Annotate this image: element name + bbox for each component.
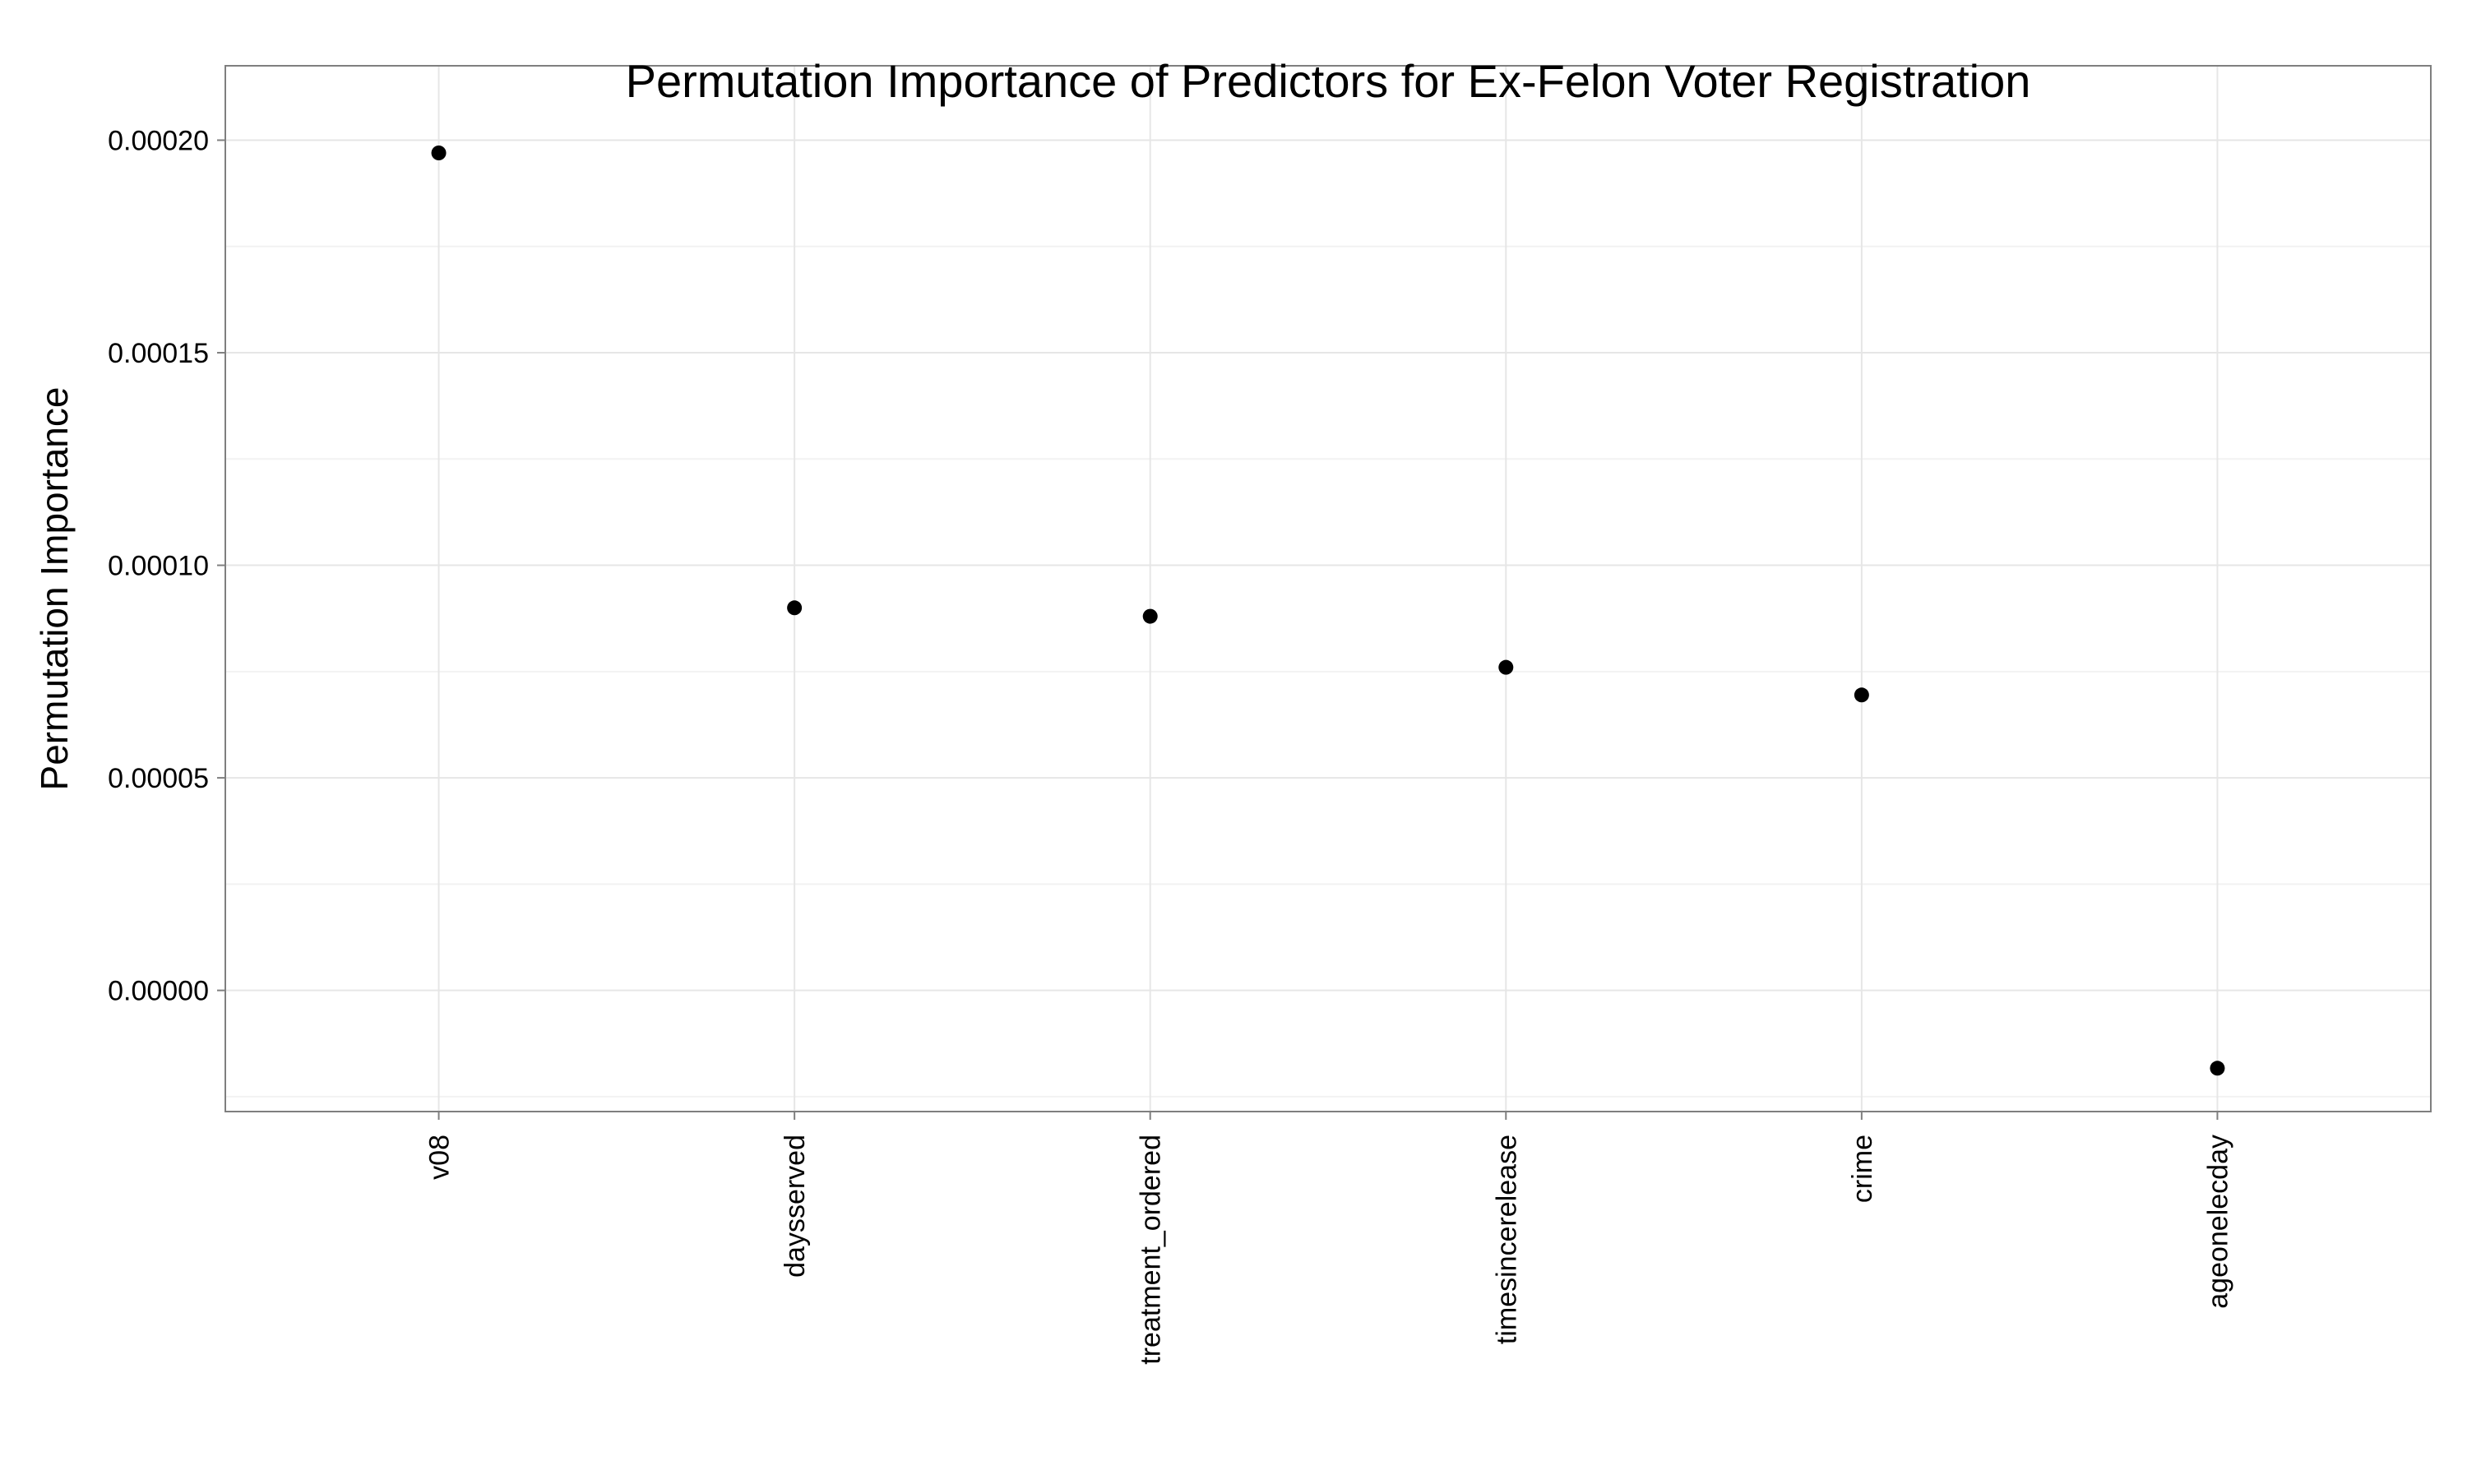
panel-border (224, 65, 2432, 1112)
data-points (431, 146, 2225, 1076)
x-tick-label: treatment_ordered (1136, 1135, 1167, 1365)
data-point-treatment_ordered (1142, 608, 1158, 624)
y-tick-label: 0.00000 (108, 976, 209, 1007)
data-point-crime (1854, 687, 1869, 703)
y-tick-label: 0.00010 (108, 551, 209, 582)
x-tick-label: crime (1847, 1135, 1878, 1203)
y-tick-label: 0.00015 (108, 338, 209, 369)
y-axis-title: Permutation Importance (33, 387, 76, 791)
chart-title: Permutation Importance of Predictors for… (626, 55, 2031, 107)
grid-layer (225, 66, 2431, 1112)
y-axis: 0.00000 0.00005 0.00010 0.00015 0.00020 (108, 125, 225, 1007)
x-tick-label: timesincerelease (1491, 1135, 1522, 1344)
x-axis: v08 daysserved treatment_ordered timesincer… (424, 1112, 2233, 1365)
x-tick-label: daysserved (780, 1135, 811, 1278)
x-tick-label: ageonelecday (2202, 1135, 2233, 1309)
x-tick-label: v08 (424, 1135, 456, 1180)
y-tick-label: 0.00005 (108, 763, 209, 794)
data-point-timesincerelease (1498, 659, 1514, 675)
y-tick-label: 0.00020 (108, 125, 209, 156)
data-point-ageonelecday (2210, 1061, 2225, 1076)
data-point-v08 (431, 146, 447, 160)
data-point-daysserved (787, 600, 803, 616)
